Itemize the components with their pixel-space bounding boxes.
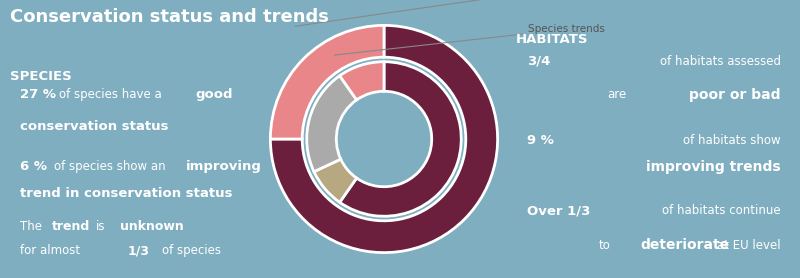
Text: 1/3: 1/3 (127, 244, 150, 257)
Text: poor or bad: poor or bad (690, 88, 781, 101)
Wedge shape (314, 159, 357, 202)
Text: 27 %: 27 % (20, 88, 56, 101)
Wedge shape (306, 76, 357, 172)
Text: of species: of species (162, 244, 221, 257)
Text: 9 %: 9 % (527, 134, 554, 147)
Text: are: are (607, 88, 626, 101)
Text: good: good (196, 88, 234, 101)
Text: 3/4: 3/4 (527, 55, 550, 68)
Text: trend: trend (52, 220, 90, 233)
Text: conservation status: conservation status (20, 120, 169, 133)
Wedge shape (340, 62, 384, 100)
Text: improving trends: improving trends (646, 160, 781, 174)
Wedge shape (270, 25, 384, 139)
Text: trend in conservation status: trend in conservation status (20, 187, 233, 200)
Text: improving: improving (186, 160, 262, 173)
Text: unknown: unknown (120, 220, 184, 233)
Text: at EU level: at EU level (718, 239, 781, 252)
Text: HABITATS: HABITATS (516, 33, 589, 46)
Text: of species show an: of species show an (54, 160, 166, 173)
Text: of habitats show: of habitats show (683, 134, 781, 147)
Text: 6 %: 6 % (20, 160, 47, 173)
Wedge shape (270, 25, 498, 253)
Text: Conservation status and trends: Conservation status and trends (10, 8, 330, 26)
Text: The: The (20, 220, 42, 233)
Text: of habitats assessed: of habitats assessed (660, 55, 781, 68)
Text: of species have a: of species have a (59, 88, 162, 101)
Text: Over 1/3: Over 1/3 (527, 204, 590, 217)
Text: to: to (598, 239, 610, 252)
Text: for almost: for almost (20, 244, 80, 257)
Text: Habitat trends: Habitat trends (295, 0, 602, 26)
Text: Species trends: Species trends (334, 24, 605, 55)
Text: SPECIES: SPECIES (10, 70, 72, 83)
Text: deteriorate: deteriorate (640, 238, 730, 252)
Text: is: is (96, 220, 106, 233)
Text: of habitats continue: of habitats continue (662, 204, 781, 217)
Wedge shape (340, 62, 462, 216)
